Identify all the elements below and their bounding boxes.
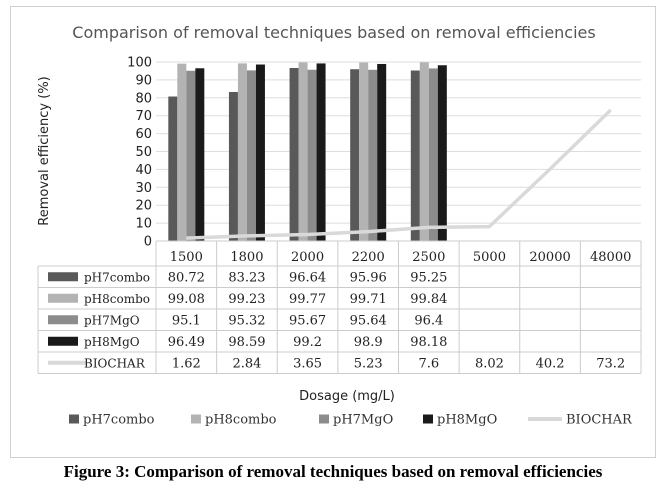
data-label: 96.4 bbox=[414, 313, 443, 328]
bar-ph8combo bbox=[177, 63, 187, 241]
y-tick-label: 30 bbox=[135, 181, 152, 196]
x-category-label: 2200 bbox=[352, 250, 385, 265]
bar-ph7combo bbox=[168, 96, 178, 241]
y-tick-label: 70 bbox=[135, 109, 152, 124]
table-key-ph8combo bbox=[48, 293, 78, 303]
bar-ph7mgo bbox=[246, 70, 256, 241]
data-label: 40.2 bbox=[536, 356, 565, 371]
legend-swatch-ph8mgo bbox=[423, 414, 433, 424]
y-tick-label: 90 bbox=[135, 73, 152, 88]
y-tick-label: 10 bbox=[135, 217, 152, 232]
y-tick-label: 50 bbox=[135, 145, 152, 160]
table-row-label: BIOCHAR bbox=[84, 356, 146, 370]
bar-ph7mgo bbox=[186, 70, 196, 241]
table-key-ph7mgo bbox=[48, 315, 78, 325]
data-label: 8.02 bbox=[475, 356, 504, 371]
x-category-label: 1800 bbox=[230, 250, 263, 265]
data-label: 98.18 bbox=[410, 335, 447, 350]
data-label: 1.62 bbox=[172, 356, 201, 371]
bar-ph7combo bbox=[289, 68, 299, 241]
table-row-label: pH7combo bbox=[84, 270, 150, 284]
data-label: 7.6 bbox=[418, 356, 439, 371]
x-category-label: 5000 bbox=[473, 250, 506, 265]
x-axis-label: Dosage (mg/L) bbox=[299, 389, 395, 404]
data-label: 95.25 bbox=[410, 270, 447, 285]
x-category-label: 2000 bbox=[291, 250, 324, 265]
legend-label: pH7combo bbox=[83, 413, 155, 428]
data-label: 3.65 bbox=[293, 356, 322, 371]
table-row-label: pH8combo bbox=[84, 292, 150, 306]
y-tick-label: 80 bbox=[135, 91, 152, 106]
figure-caption: Figure 3: Comparison of removal techniqu… bbox=[63, 462, 603, 481]
data-label: 99.08 bbox=[168, 292, 205, 307]
data-label: 98.59 bbox=[228, 335, 265, 350]
bar-ph8combo bbox=[298, 62, 308, 242]
chart-canvas: Comparison of removal techniques based o… bbox=[37, 23, 642, 428]
x-category-label: 1500 bbox=[170, 250, 203, 265]
bar-ph8combo bbox=[237, 63, 247, 242]
data-label: 95.1 bbox=[172, 313, 201, 328]
data-label: 99.77 bbox=[289, 292, 326, 307]
data-label: 95.67 bbox=[289, 313, 326, 328]
x-category-label: 2500 bbox=[412, 250, 445, 265]
data-label: 5.23 bbox=[354, 356, 383, 371]
bar-ph7mgo bbox=[307, 69, 317, 241]
bar-ph7combo bbox=[350, 69, 360, 241]
table-key-ph7combo bbox=[48, 272, 78, 282]
data-label: 95.64 bbox=[350, 313, 387, 328]
legend-label: pH8MgO bbox=[437, 413, 497, 428]
bar-ph8mgo bbox=[255, 64, 265, 241]
x-category-label: 20000 bbox=[529, 250, 570, 265]
y-tick-label: 20 bbox=[135, 199, 152, 214]
data-label: 2.84 bbox=[232, 356, 261, 371]
bar-ph7mgo bbox=[428, 68, 438, 241]
x-category-label: 48000 bbox=[590, 250, 631, 265]
legend-label: pH8combo bbox=[205, 413, 277, 428]
bar-ph8mgo bbox=[195, 68, 205, 241]
line-biochar bbox=[186, 108, 612, 240]
bar-ph7mgo bbox=[368, 69, 378, 241]
data-label: 99.71 bbox=[350, 292, 387, 307]
legend-swatch-ph7combo bbox=[69, 414, 79, 424]
y-tick-label: 40 bbox=[135, 163, 152, 178]
bar-ph8mgo bbox=[377, 63, 387, 242]
bar-ph8combo bbox=[359, 62, 369, 241]
data-label: 99.23 bbox=[228, 292, 265, 307]
data-label: 98.9 bbox=[354, 335, 383, 350]
bar-ph8mgo bbox=[437, 65, 447, 241]
data-label: 96.49 bbox=[168, 335, 205, 350]
chart-title: Comparison of removal techniques based o… bbox=[72, 23, 595, 42]
y-tick-label: 100 bbox=[127, 56, 152, 71]
chart-frame: Comparison of removal techniques based o… bbox=[10, 6, 656, 458]
y-tick-label: 0 bbox=[144, 235, 152, 250]
legend-swatch-ph8combo bbox=[191, 414, 201, 424]
data-label: 80.72 bbox=[168, 270, 205, 285]
data-label: 99.84 bbox=[410, 292, 447, 307]
data-label: 73.2 bbox=[596, 356, 625, 371]
table-key-ph8mgo bbox=[48, 336, 78, 346]
data-label: 95.96 bbox=[350, 270, 387, 285]
bar-ph8combo bbox=[419, 62, 429, 241]
bar-ph7combo bbox=[410, 70, 420, 241]
y-axis-label: Removal efficiency (%) bbox=[37, 76, 52, 226]
bar-ph8mgo bbox=[316, 63, 326, 241]
table-row-label: pH7MgO bbox=[84, 313, 140, 327]
legend-swatch-ph7mgo bbox=[319, 414, 329, 424]
data-label: 96.64 bbox=[289, 270, 326, 285]
table-row-label: pH8MgO bbox=[84, 335, 140, 349]
data-label: 99.2 bbox=[293, 335, 322, 350]
y-tick-label: 60 bbox=[135, 127, 152, 142]
legend-label: BIOCHAR bbox=[566, 413, 633, 428]
bar-ph7combo bbox=[228, 92, 238, 241]
legend-label: pH7MgO bbox=[333, 413, 393, 428]
data-label: 83.23 bbox=[228, 270, 265, 285]
data-label: 95.32 bbox=[228, 313, 265, 328]
